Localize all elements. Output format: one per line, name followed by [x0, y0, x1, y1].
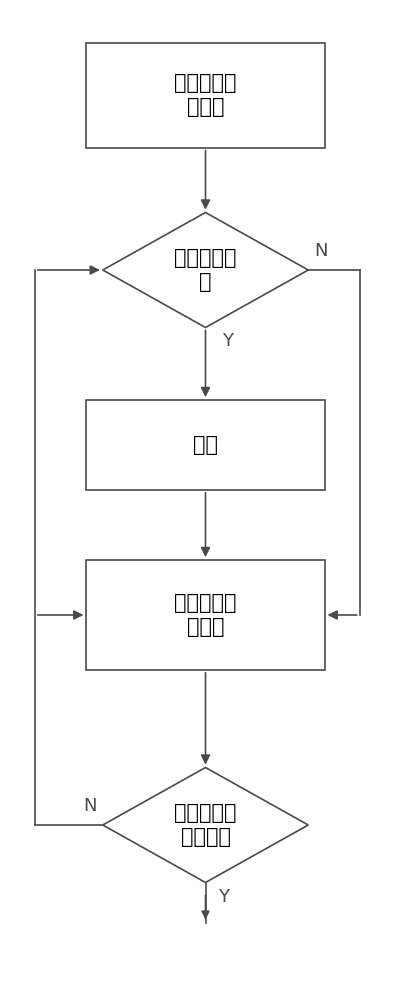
Text: 是否到过温
检测周期: 是否到过温 检测周期: [174, 803, 237, 847]
Text: 查询是否过
温: 查询是否过 温: [174, 248, 237, 292]
Bar: [86, 560, 325, 670]
Bar: [86, 42, 325, 147]
Text: 系统启动过
温保护: 系统启动过 温保护: [174, 73, 237, 117]
Text: N: N: [314, 242, 328, 260]
Text: Y: Y: [218, 888, 229, 906]
Text: 运行系统其
它任务: 运行系统其 它任务: [174, 593, 237, 637]
Text: N: N: [83, 797, 97, 815]
Polygon shape: [103, 213, 308, 328]
Bar: [86, 400, 325, 490]
Text: Y: Y: [222, 332, 233, 351]
Text: 调频: 调频: [193, 435, 218, 455]
Polygon shape: [103, 768, 308, 882]
